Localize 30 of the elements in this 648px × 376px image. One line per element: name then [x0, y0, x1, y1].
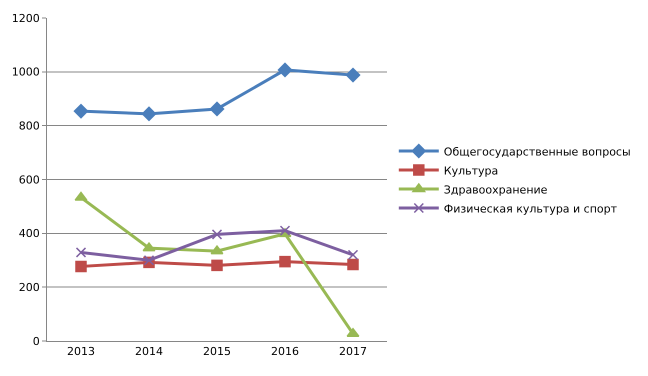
x-tick-label: 2017	[339, 345, 367, 358]
point	[212, 229, 222, 240]
legend-label: Здравоохранение	[444, 183, 548, 196]
legend-label: Культура	[444, 164, 498, 178]
x-tick-label: 2013	[67, 345, 95, 358]
point	[75, 260, 87, 272]
point	[142, 106, 156, 122]
x-tick-label: 2016	[271, 345, 299, 358]
point	[348, 250, 358, 260]
y-tick-label: 1200	[12, 12, 40, 25]
point	[280, 225, 290, 236]
y-tick-label: 600	[18, 173, 40, 186]
y-tick-label: 200	[18, 281, 40, 294]
point	[74, 104, 88, 118]
y-tick-label: 400	[18, 227, 40, 240]
point	[76, 247, 86, 258]
point	[346, 68, 360, 82]
point	[347, 258, 359, 270]
x-tick-label: 2015	[203, 345, 231, 358]
point	[211, 260, 223, 272]
legend-label: Общегосударственные вопросы	[444, 145, 631, 158]
point	[144, 255, 154, 266]
y-tick-label: 800	[18, 120, 40, 133]
point	[279, 256, 291, 268]
point	[210, 102, 224, 116]
y-tick-label: 1000	[12, 66, 40, 79]
point	[278, 62, 292, 78]
y-tick-label: 0	[32, 334, 40, 348]
legend-label: Физическая культура и спорт	[444, 202, 618, 216]
x-tick-label: 2014	[135, 345, 163, 358]
